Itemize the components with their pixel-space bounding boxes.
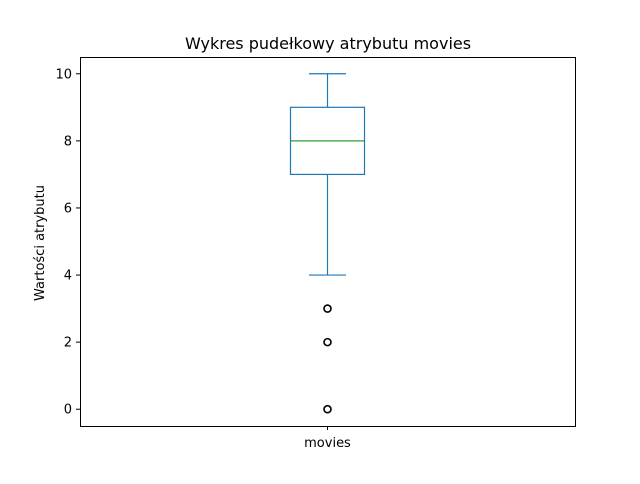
box-movies <box>289 73 366 414</box>
plot-marks: 0 2 4 6 8 10 movies <box>55 67 366 451</box>
y-tick-label: 0 <box>64 403 72 418</box>
chart-title: Wykres pudełkowy atrybutu movies <box>185 34 471 53</box>
x-tick-label: movies <box>304 436 351 451</box>
y-tick-label: 6 <box>64 201 72 216</box>
y-tick-label: 2 <box>64 336 72 351</box>
y-axis-label: Wartości atrybutu <box>33 185 48 301</box>
plot-area-frame <box>80 57 576 427</box>
outlier-point <box>323 304 332 313</box>
y-tick-label: 4 <box>64 269 72 284</box>
y-tick-label: 8 <box>64 134 72 149</box>
outlier-point <box>323 337 332 347</box>
y-tick-label: 10 <box>55 67 72 82</box>
outlier-point <box>323 404 332 414</box>
